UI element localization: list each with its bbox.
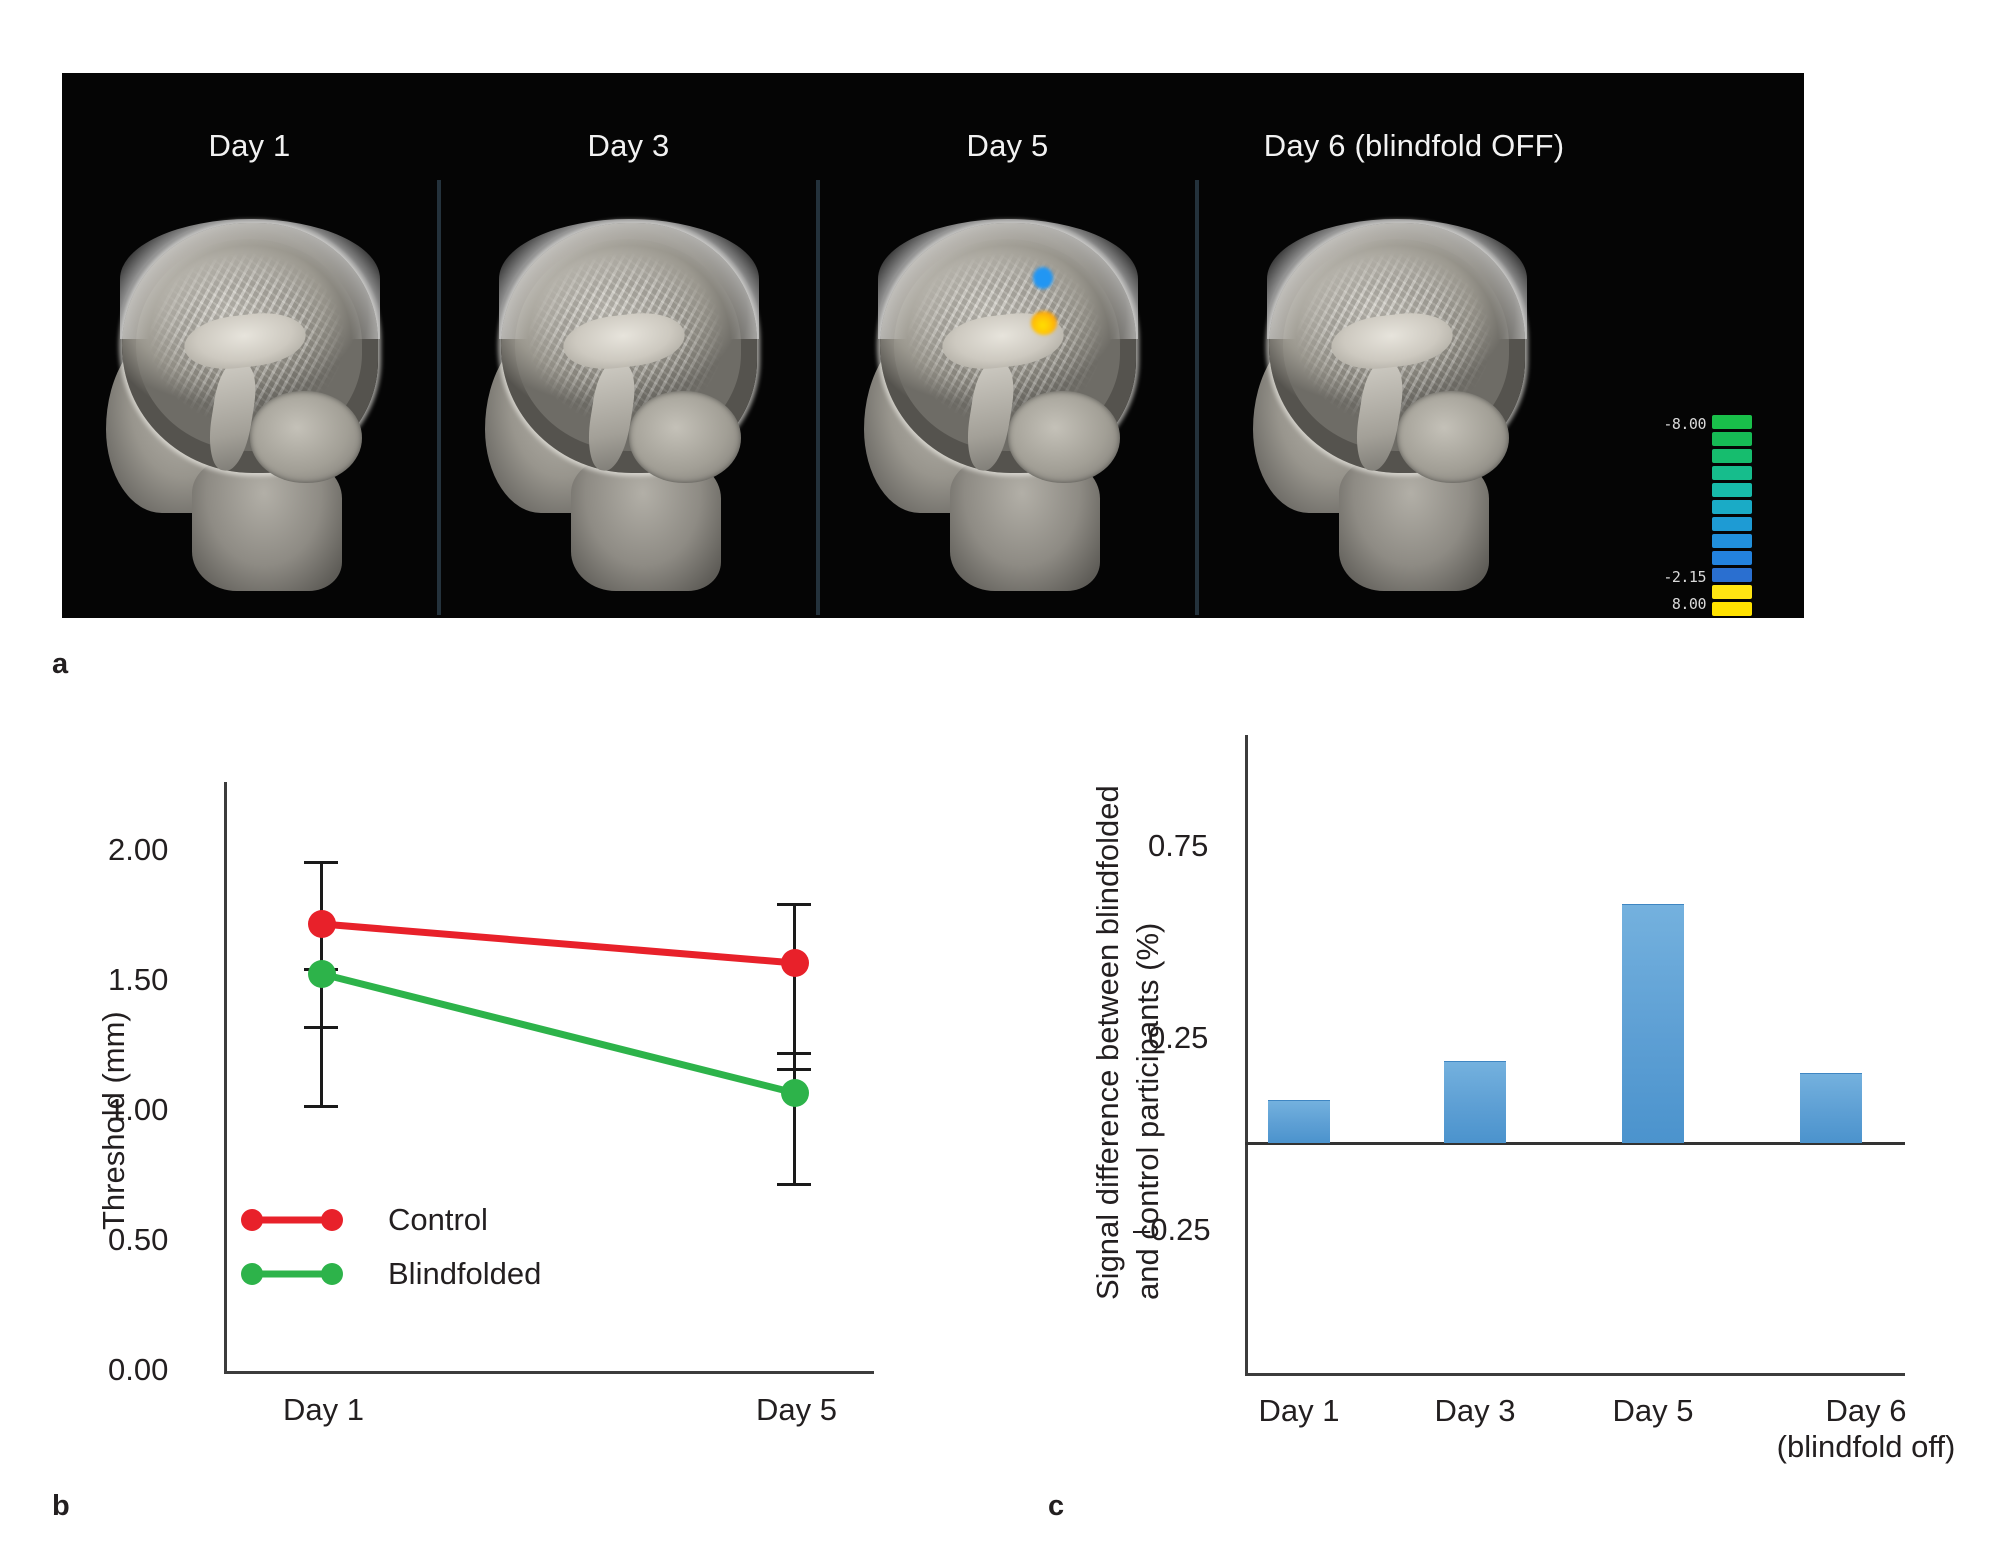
mri-slice-label: Day 6 (blindfold OFF) [1263, 128, 1565, 163]
panel-c-ytick: 0.25 [1148, 1020, 1209, 1055]
activation-blob-orange [1030, 311, 1057, 335]
panel-b-ytick: 0.00 [108, 1352, 169, 1387]
colorbar-segment [1712, 449, 1752, 463]
bar-day3 [1444, 1061, 1506, 1143]
legend-swatch-blindfolded [241, 1263, 343, 1285]
panel-c-xtick-day6-line1: Day 6 [1825, 1393, 1907, 1428]
marker-control-day1 [308, 910, 336, 938]
colorbar-segment [1712, 534, 1752, 548]
panel-b-ytick: 0.50 [108, 1222, 169, 1257]
sagittal-head-image [858, 219, 1158, 593]
slice-divider [1195, 180, 1199, 615]
activation-colorbar: -8.00 -2.15 8.00 [1663, 415, 1752, 618]
mri-slice-day3: Day 3 [441, 73, 816, 618]
panel-b-y-axis [224, 782, 227, 1373]
panel-c-ytick: –0.25 [1133, 1212, 1211, 1247]
panel-c-xtick-day5: Day 5 [1612, 1393, 1694, 1428]
panel-c-xtick-day1: Day 1 [1258, 1393, 1340, 1428]
colorbar-segment [1712, 500, 1752, 514]
sagittal-head-image [1247, 219, 1547, 593]
bar-day1 [1268, 1100, 1330, 1143]
bar-day6 [1800, 1073, 1862, 1143]
error-bar-control-day5 [793, 903, 796, 1070]
panel-c-y-axis-label-line1: Signal difference between blindfolded [1090, 785, 1125, 1300]
marker-control-day5 [781, 949, 809, 977]
colorbar-segment [1712, 432, 1752, 446]
colorbar-segment [1712, 466, 1752, 480]
colorbar-tick-pos: 8.00 [1671, 595, 1707, 613]
panel-b-x-axis [224, 1371, 874, 1374]
legend-label-control: Control [388, 1202, 488, 1237]
colorbar-segment [1712, 483, 1752, 497]
marker-blindfolded-day1 [308, 960, 336, 988]
colorbar-segment [1712, 585, 1752, 599]
bar-day5 [1622, 904, 1684, 1143]
error-cap [304, 861, 338, 864]
panel-c-ytick: 0.75 [1148, 828, 1209, 863]
activation-blob-blue [1032, 267, 1053, 289]
sagittal-head-image [479, 219, 779, 593]
mri-slice-day1: Day 1 [62, 73, 437, 618]
slice-divider [816, 180, 820, 615]
panel-b-ytick: 1.00 [108, 1092, 169, 1127]
colorbar-segment [1712, 517, 1752, 531]
marker-blindfolded-day5 [781, 1079, 809, 1107]
colorbar-tick-max: -8.00 [1663, 415, 1706, 433]
panel-c-x-axis [1245, 1373, 1905, 1376]
mri-slice-label: Day 3 [587, 128, 670, 163]
panel-c-xtick-day3: Day 3 [1434, 1393, 1516, 1428]
mri-slice-label: Day 5 [966, 128, 1049, 163]
line-blindfolded [321, 970, 796, 1097]
error-cap [777, 1183, 811, 1186]
mri-slice-label: Day 1 [208, 128, 291, 163]
panel-c-xtick-day6: Day 6 (blindfold off) [1741, 1393, 1991, 1465]
error-cap [304, 1105, 338, 1108]
sagittal-head-image [100, 219, 400, 593]
colorbar-segment [1712, 568, 1752, 582]
error-cap [777, 903, 811, 906]
panel-label-b: b [52, 1490, 70, 1522]
panel-c-zero-line [1245, 1142, 1905, 1145]
panel-b-xtick: Day 1 [283, 1392, 364, 1427]
colorbar-segment [1712, 551, 1752, 565]
error-cap [304, 1026, 338, 1029]
colorbar-segment [1712, 602, 1752, 616]
mri-slice-day5: Day 5 [820, 73, 1195, 618]
colorbar-segment [1712, 415, 1752, 429]
error-bar-blindfolded-day5 [793, 1052, 796, 1185]
legend-label-blindfolded: Blindfolded [388, 1256, 542, 1291]
line-control [321, 920, 796, 967]
panel-label-c: c [1048, 1490, 1065, 1522]
legend-swatch-control [241, 1209, 343, 1231]
panel-b-ytick: 1.50 [108, 962, 169, 997]
panel-b-ytick: 2.00 [108, 832, 169, 867]
colorbar-tick-mid: -2.15 [1663, 568, 1706, 586]
panel-b-xtick: Day 5 [756, 1392, 837, 1427]
panel-c-y-axis [1245, 735, 1248, 1375]
error-cap [777, 1052, 811, 1055]
panel-label-a: a [52, 648, 69, 680]
panel-c-xtick-day6-line2: (blindfold off) [1776, 1428, 1956, 1464]
panel-a-brain-strip: Day 1 Day 3 Day 5 [62, 73, 1804, 618]
mri-slice-day6: Day 6 (blindfold OFF) [1199, 73, 1629, 618]
slice-divider [437, 180, 441, 615]
